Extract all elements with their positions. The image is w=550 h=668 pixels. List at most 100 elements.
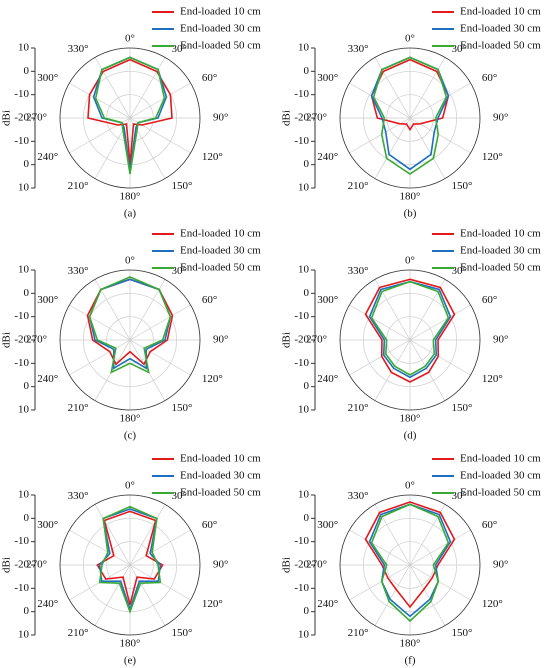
grid-spoke	[129, 279, 166, 341]
axis-label: dBi	[281, 110, 293, 126]
angle-label: 60°	[202, 294, 217, 306]
r-tick-label: 0	[304, 158, 310, 170]
r-tick-label: 0	[304, 287, 310, 299]
grid-spoke	[349, 339, 411, 376]
legend-label: End-loaded 50 cm	[460, 262, 541, 274]
angle-label: 240°	[37, 151, 58, 163]
angle-label: 330°	[68, 43, 89, 55]
angle-label: 30°	[452, 490, 467, 502]
r-tick-label: 10	[18, 404, 30, 416]
angle-label: 60°	[482, 519, 497, 531]
r-tick-label: 10	[18, 264, 30, 276]
angle-label: 150°	[172, 180, 193, 192]
angle-label: 60°	[202, 72, 217, 84]
grid-spoke	[409, 529, 471, 566]
grid-spoke	[409, 339, 446, 401]
series-line	[98, 505, 162, 614]
series-line	[94, 56, 166, 175]
panel-label: (e)	[124, 655, 137, 667]
legend-label: End-loaded 30 cm	[180, 245, 261, 257]
grid-spoke	[69, 304, 131, 341]
grid-spoke	[409, 304, 471, 341]
grid-spoke	[349, 82, 411, 119]
angle-label: 60°	[482, 72, 497, 84]
angle-label: 330°	[348, 43, 369, 55]
series-line	[87, 58, 173, 165]
outer-ring	[59, 47, 201, 189]
r-tick-label: 10	[18, 42, 30, 54]
r-tick-label: 0	[304, 512, 310, 524]
panel-label: (f)	[405, 655, 416, 667]
angle-label: 180°	[400, 191, 421, 203]
angle-label: 330°	[68, 265, 89, 277]
angle-label: 270°	[306, 559, 327, 571]
legend-label: End-loaded 10 cm	[180, 6, 261, 18]
r-tick-label: -10	[14, 535, 29, 547]
angle-label: 270°	[306, 334, 327, 346]
r-tick-label: 0	[24, 380, 30, 392]
angle-label: 120°	[202, 373, 223, 385]
angle-label: 0°	[405, 255, 415, 267]
panel-label: (c)	[124, 430, 137, 442]
series-line	[364, 501, 456, 609]
r-tick-label: 0	[24, 605, 30, 617]
grid-spoke	[94, 279, 131, 341]
angle-label: 210°	[348, 180, 369, 192]
angle-label: 240°	[317, 151, 338, 163]
angle-label: 0°	[405, 480, 415, 492]
grid-spoke	[94, 57, 131, 119]
grid-spoke	[129, 117, 191, 154]
series-line	[96, 510, 164, 605]
outer-ring	[59, 494, 201, 636]
r-tick-label: 0	[24, 158, 30, 170]
grid-spoke	[374, 564, 411, 626]
series-line	[86, 278, 174, 366]
grid-spoke	[129, 504, 166, 566]
grid-spoke	[409, 564, 446, 626]
r-tick-label: 10	[298, 182, 310, 194]
angle-label: 270°	[26, 112, 47, 124]
series-line	[368, 503, 452, 618]
r-tick-label: -10	[294, 88, 309, 100]
series-line	[372, 56, 448, 175]
grid-spoke	[349, 564, 411, 601]
legend-label: End-loaded 50 cm	[460, 40, 541, 52]
r-tick-label: -10	[14, 582, 29, 594]
grid-spoke	[129, 57, 166, 119]
r-tick-label: -20	[294, 112, 309, 124]
panel-label: (d)	[404, 430, 417, 442]
angle-label: 90°	[493, 559, 508, 571]
outer-ring	[339, 269, 481, 411]
grid-spoke	[129, 304, 191, 341]
angle-label: 210°	[348, 402, 369, 414]
legend-label: End-loaded 50 cm	[180, 487, 261, 499]
legend-label: End-loaded 10 cm	[460, 6, 541, 18]
grid-spoke	[409, 339, 471, 376]
angle-label: 330°	[68, 490, 89, 502]
r-tick-label: -10	[14, 88, 29, 100]
legend-label: End-loaded 50 cm	[460, 487, 541, 499]
grid-spoke	[94, 117, 131, 179]
panel-label: (b)	[404, 208, 417, 220]
r-tick-label: -10	[294, 135, 309, 147]
grid-spoke	[409, 82, 471, 119]
series-line	[88, 276, 172, 374]
series-line	[364, 278, 456, 383]
r-tick-label: -20	[14, 112, 29, 124]
angle-label: 180°	[400, 413, 421, 425]
angle-label: 0°	[125, 480, 135, 492]
grid-spoke	[374, 117, 411, 179]
legend-label: End-loaded 30 cm	[460, 470, 541, 482]
grid-spoke	[409, 564, 471, 601]
angle-label: 30°	[452, 265, 467, 277]
angle-label: 240°	[317, 373, 338, 385]
grid-spoke	[69, 117, 131, 154]
angle-label: 90°	[493, 112, 508, 124]
angle-label: 30°	[452, 43, 467, 55]
legend-label: End-loaded 30 cm	[460, 245, 541, 257]
r-tick-label: 0	[24, 65, 30, 77]
angle-label: 180°	[120, 191, 141, 203]
angle-label: 120°	[202, 151, 223, 163]
angle-label: 150°	[452, 627, 473, 639]
r-tick-label: 0	[24, 512, 30, 524]
